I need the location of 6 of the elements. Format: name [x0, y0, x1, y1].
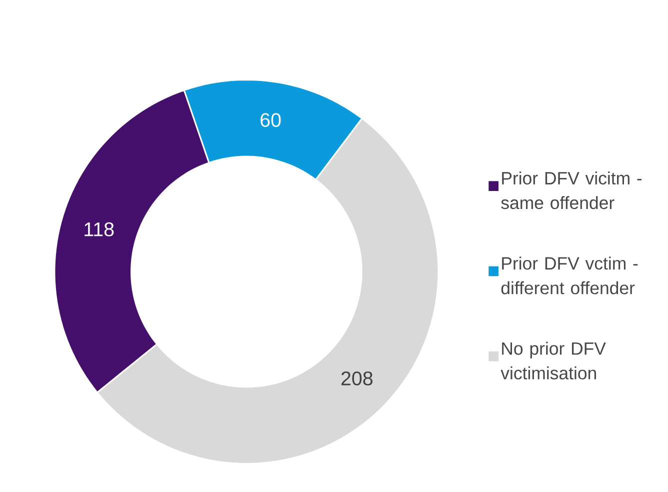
data-label: 60: [260, 112, 281, 127]
data-label: 118: [84, 222, 114, 236]
data-label: 208: [341, 371, 372, 386]
legend-label: Prior DFV vicitm - same offender: [501, 171, 642, 210]
legend-label: No prior DFV victimisation: [500, 342, 606, 380]
legend-label: Prior DFV vctim - different offender: [501, 256, 638, 294]
